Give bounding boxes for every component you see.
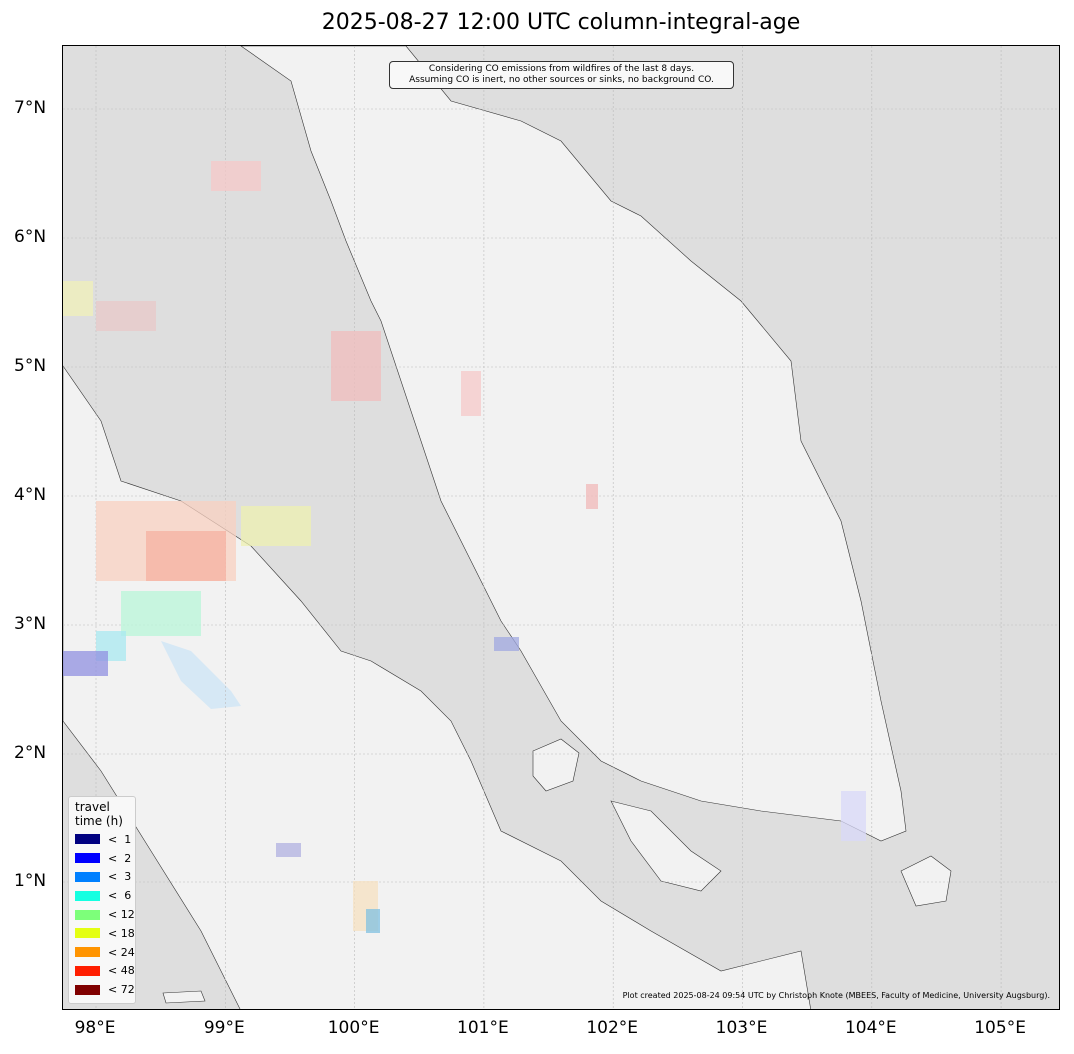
legend-item: < 2: [75, 849, 135, 868]
legend-swatch: [75, 890, 100, 901]
plume-cell: [331, 331, 381, 401]
legend: travel time (h) < 1 < 2 < 3 < 6 < 12 < 18 < 24…: [68, 796, 136, 1005]
plume-cell: [211, 161, 261, 191]
legend-item: < 72: [75, 980, 135, 999]
x-tick-label: 104°E: [844, 1018, 897, 1038]
gridlines: [63, 46, 1059, 1009]
legend-item: < 1: [75, 830, 135, 849]
note-line-2: Assuming CO is inert, no other sources o…: [409, 75, 714, 85]
x-tick-label: 103°E: [715, 1018, 768, 1038]
map-area: [62, 45, 1060, 1010]
y-tick-label: 1°N: [14, 871, 47, 891]
legend-label: < 24: [108, 945, 135, 959]
legend-swatch: [75, 909, 100, 920]
legend-swatch: [75, 871, 100, 882]
legend-swatch: [75, 928, 100, 939]
legend-label: < 48: [108, 964, 135, 978]
legend-label: < 2: [108, 851, 132, 865]
legend-label: < 6: [108, 889, 132, 903]
plume-cell: [276, 843, 301, 857]
lake-toba: [161, 641, 241, 709]
island: [900, 855, 952, 907]
legend-label: < 3: [108, 870, 132, 884]
legend-swatch: [75, 965, 100, 976]
plume-cell: [63, 281, 93, 316]
plume-cell: [366, 909, 380, 933]
y-tick-label: 7°N: [14, 98, 47, 118]
legend-item: < 48: [75, 962, 135, 981]
legend-swatch: [75, 853, 100, 864]
x-tick-label: 102°E: [586, 1018, 639, 1038]
legend-item: < 3: [75, 868, 135, 887]
note-line-1: Considering CO emissions from wildfires …: [428, 64, 695, 74]
credit-text: Plot created 2025-08-24 09:54 UTC by Chr…: [622, 991, 1050, 1000]
plume-cell: [461, 371, 481, 416]
island: [532, 738, 580, 792]
legend-label: < 18: [108, 926, 135, 940]
plume-cell: [146, 531, 226, 581]
legend-item: < 6: [75, 886, 135, 905]
legend-item: < 24: [75, 943, 135, 962]
legend-label: < 1: [108, 832, 132, 846]
island: [162, 990, 206, 1004]
annotation-box: Considering CO emissions from wildfires …: [389, 61, 734, 89]
plume-cell: [586, 484, 598, 509]
legend-label: < 72: [108, 983, 135, 997]
legend-title-2: time (h): [75, 814, 123, 828]
plume-cell: [494, 637, 519, 651]
legend-item: < 18: [75, 924, 135, 943]
plume-cell: [121, 591, 201, 636]
plume-cell: [96, 301, 156, 331]
plot-title: 2025-08-27 12:00 UTC column-integral-age: [321, 10, 801, 35]
legend-item: < 12: [75, 905, 135, 924]
x-tick-label: 99°E: [203, 1018, 245, 1038]
x-tick-label: 101°E: [457, 1018, 509, 1038]
legend-swatch: [75, 947, 100, 958]
y-tick-label: 3°N: [14, 614, 47, 634]
map-canvas: [63, 46, 1059, 1009]
x-tick-label: 100°E: [327, 1018, 380, 1038]
y-tick-label: 5°N: [14, 356, 47, 376]
island: [610, 800, 722, 892]
legend-swatch: [75, 984, 100, 995]
malay-peninsula: [240, 46, 907, 842]
legend-swatch: [75, 834, 100, 845]
plume-cell: [841, 791, 866, 841]
y-tick-label: 4°N: [14, 485, 47, 505]
x-tick-label: 105°E: [974, 1018, 1026, 1038]
plume-cell: [241, 506, 311, 546]
legend-title-1: travel: [75, 800, 110, 814]
plume-cell: [63, 651, 108, 676]
legend-items: < 1 < 2 < 3 < 6 < 12 < 18 < 24 < 48 < 72: [75, 830, 135, 999]
y-tick-label: 2°N: [14, 743, 47, 763]
sumatra: [63, 365, 811, 1009]
x-tick-label: 98°E: [74, 1018, 116, 1038]
plume-cells: [63, 161, 866, 933]
legend-label: < 12: [108, 908, 135, 922]
y-tick-label: 6°N: [14, 227, 47, 247]
